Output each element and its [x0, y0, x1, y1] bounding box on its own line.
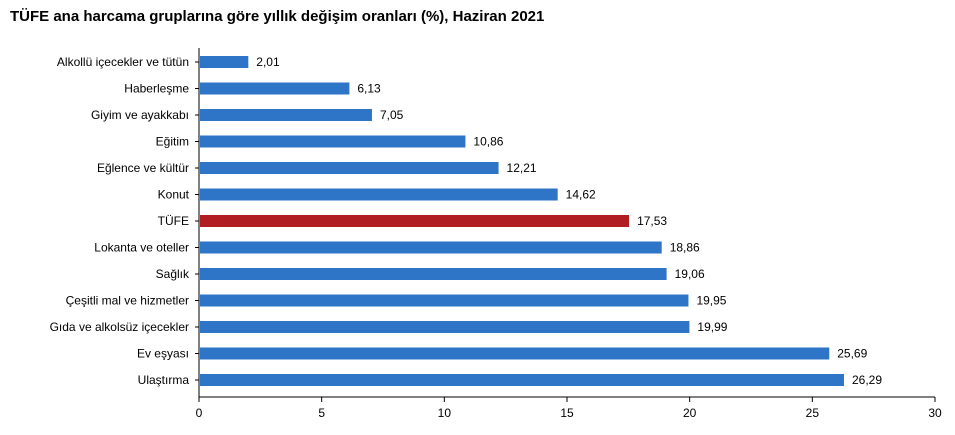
category-label: Ulaştırma	[138, 373, 190, 387]
x-tick-label: 25	[806, 406, 820, 420]
x-tick-label: 30	[928, 406, 942, 420]
x-tick-label: 20	[683, 406, 697, 420]
category-label: Alkollü içecekler ve tütün	[57, 55, 189, 69]
category-label: Eğitim	[156, 135, 189, 149]
x-tick-label: 5	[318, 406, 325, 420]
value-label: 19,06	[675, 267, 705, 281]
category-label: Ev eşyası	[137, 347, 189, 361]
category-label: Lokanta ve oteller	[94, 241, 189, 255]
bar	[200, 321, 690, 333]
value-label: 12,21	[507, 161, 537, 175]
bar	[200, 268, 667, 280]
category-label: Konut	[158, 188, 190, 202]
bar	[200, 82, 350, 95]
value-label: 25,69	[837, 347, 867, 361]
bar	[200, 294, 689, 307]
value-label: 17,53	[637, 214, 667, 228]
category-label: Giyim ve ayakkabı	[91, 108, 189, 122]
bar	[200, 241, 662, 254]
value-label: 19,95	[696, 294, 726, 308]
x-tick-label: 0	[196, 406, 203, 420]
bar	[200, 162, 499, 174]
category-label: Eğlence ve kültür	[97, 161, 189, 175]
bar	[200, 109, 372, 121]
x-tick-label: 10	[438, 406, 452, 420]
bar	[200, 188, 558, 201]
category-label: Çeşitli mal ve hizmetler	[66, 294, 189, 308]
bar-highlight	[200, 215, 630, 227]
value-label: 26,29	[852, 373, 882, 387]
value-label: 10,86	[473, 135, 503, 149]
bar	[200, 374, 844, 386]
value-label: 19,99	[697, 320, 727, 334]
value-label: 7,05	[380, 108, 404, 122]
category-label: Haberleşme	[124, 82, 189, 96]
bar	[200, 56, 249, 68]
chart-title: TÜFE ana harcama gruplarına göre yıllık …	[10, 8, 545, 25]
bar	[200, 347, 830, 360]
category-label: Gıda ve alkolsüz içecekler	[50, 320, 189, 334]
value-label: 14,62	[566, 188, 596, 202]
value-label: 2,01	[256, 55, 280, 69]
value-label: 6,13	[357, 82, 381, 96]
bar	[200, 135, 466, 148]
category-label: TÜFE	[158, 214, 189, 228]
x-tick-label: 15	[560, 406, 574, 420]
category-label: Sağlık	[156, 267, 190, 281]
value-label: 18,86	[670, 241, 700, 255]
